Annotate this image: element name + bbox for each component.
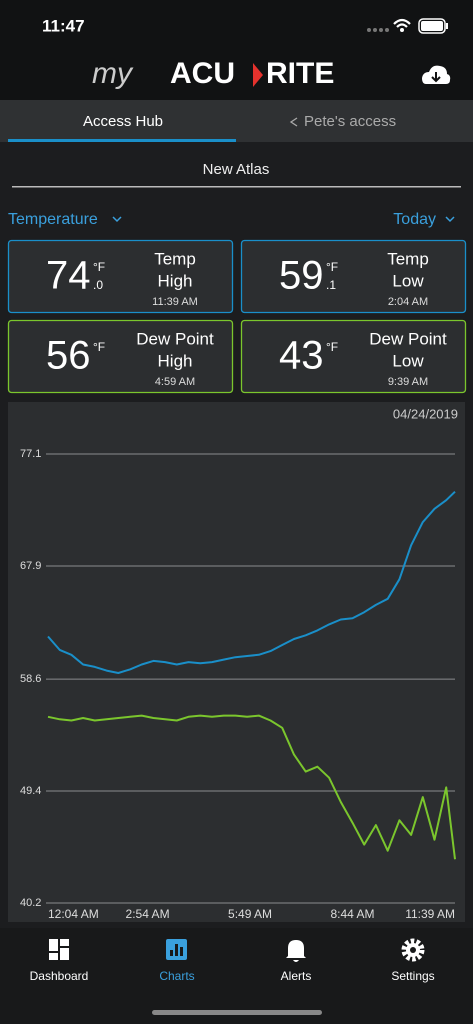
x-tick-label: 8:44 AM xyxy=(331,907,375,921)
tab-active[interactable]: Access Hub xyxy=(83,113,163,130)
data-line xyxy=(47,714,456,860)
x-tick-label: 2:54 AM xyxy=(126,907,170,921)
nav-label: Charts xyxy=(159,969,194,983)
card-unit: °F xyxy=(93,260,105,274)
charts-icon xyxy=(166,939,187,960)
card-label: Dew Point xyxy=(136,329,214,348)
y-tick-label: 58.6 xyxy=(20,673,41,685)
card-decimal: .1 xyxy=(326,278,336,292)
x-tick-label: 12:04 AM xyxy=(48,907,99,921)
share-icon xyxy=(289,117,298,127)
logo-rite: RITE xyxy=(266,57,334,90)
card xyxy=(240,239,467,314)
card-unit: °F xyxy=(93,340,105,354)
y-tick-label: 40.2 xyxy=(20,897,41,909)
card-label: Dew Point xyxy=(369,329,447,348)
y-tick-label: 49.4 xyxy=(20,785,41,797)
metric-selector[interactable]: Temperature xyxy=(8,211,98,228)
card xyxy=(7,239,234,314)
card-time: 9:39 AM xyxy=(388,376,428,388)
card-label: Temp xyxy=(387,249,429,268)
card-time: 11:39 AM xyxy=(152,296,198,308)
y-tick-label: 67.9 xyxy=(20,560,41,572)
card-decimal: .0 xyxy=(93,278,103,292)
chevron xyxy=(112,216,122,223)
tab-underline xyxy=(8,139,236,142)
card-label: Temp xyxy=(154,249,196,268)
alerts-icon xyxy=(286,940,306,962)
chart-bg xyxy=(8,402,465,922)
data-line xyxy=(47,490,456,674)
nav-bg xyxy=(0,928,473,1024)
status-icons xyxy=(367,18,448,34)
card-label: High xyxy=(158,351,193,370)
range-selector[interactable]: Today xyxy=(393,211,436,228)
card-value: 74 xyxy=(46,254,91,298)
card-value: 59 xyxy=(279,254,324,298)
card-unit: °F xyxy=(326,340,338,354)
card xyxy=(7,319,234,394)
status-time: 11:47 xyxy=(42,16,85,35)
nav-label: Dashboard xyxy=(30,969,89,983)
header-bg xyxy=(0,0,473,100)
card-label: Low xyxy=(392,351,424,370)
card-value: 43 xyxy=(279,334,324,378)
tabs-bg xyxy=(0,100,473,142)
card-time: 4:59 AM xyxy=(155,376,195,388)
station-underline xyxy=(12,186,461,188)
station-name[interactable]: New Atlas xyxy=(203,161,270,178)
logo-my: my xyxy=(92,57,134,90)
card-unit: °F xyxy=(326,260,338,274)
card-time: 2:04 AM xyxy=(388,296,428,308)
y-tick-label: 77.1 xyxy=(20,448,41,460)
logo-arrow xyxy=(253,63,263,87)
logo-acu: ACU xyxy=(170,57,235,90)
settings-icon xyxy=(401,938,425,962)
card-value: 56 xyxy=(46,334,91,378)
dashboard-icon xyxy=(49,939,69,960)
card xyxy=(240,319,467,394)
tab[interactable]: Pete's access xyxy=(304,113,396,130)
nav-label: Settings xyxy=(391,969,434,983)
card-label: High xyxy=(158,271,193,290)
chart-date: 04/24/2019 xyxy=(393,406,458,421)
card-label: Low xyxy=(392,271,424,290)
home-indicator xyxy=(152,1010,322,1015)
x-tick-label: 5:49 AM xyxy=(228,907,272,921)
x-tick-label: 11:39 AM xyxy=(405,907,455,921)
cloud-download[interactable] xyxy=(422,65,451,84)
nav-label: Alerts xyxy=(281,969,312,983)
chevron xyxy=(445,216,455,223)
